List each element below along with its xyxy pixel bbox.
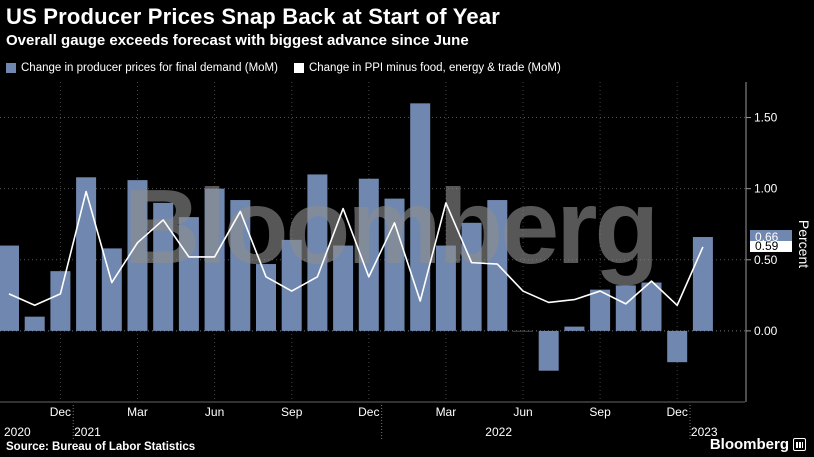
bar-2020-10 (0, 245, 19, 331)
legend-label-line: Change in PPI minus food, energy & trade… (308, 62, 561, 74)
x-tick-label-7: Sep (589, 405, 611, 419)
bar-2022-06 (513, 330, 533, 332)
bar-2021-01 (76, 177, 97, 331)
year-label-2021: 2021 (74, 425, 101, 439)
bar-2021-08 (256, 264, 276, 331)
bar-2021-11 (333, 245, 354, 331)
y-tick-label-0: 0.00 (754, 324, 778, 338)
y-tick-label-2: 1.00 (754, 182, 778, 196)
bloomberg-logo: Bloomberg (710, 436, 806, 453)
bar-2021-10 (307, 174, 328, 331)
year-label-2022: 2022 (485, 425, 512, 439)
x-tick-label-8: Dec (667, 405, 688, 419)
bar-2021-12 (358, 178, 379, 331)
terminal-icon (793, 438, 806, 451)
y-tick-label-1: 0.50 (754, 253, 778, 267)
legend-swatch-line (293, 63, 304, 73)
bar-2021-09 (281, 239, 302, 331)
x-tick-label-6: Jun (513, 405, 532, 419)
x-tick-label-2: Jun (205, 405, 224, 419)
bar-2021-02 (101, 248, 122, 331)
bar-2022-03 (435, 245, 456, 331)
bar-2023-01 (692, 237, 713, 331)
legend-item-line: Change in PPI minus food, energy & trade… (293, 62, 561, 74)
bar-2022-10 (615, 285, 636, 331)
legend: Change in producer prices for final dema… (6, 60, 561, 76)
line-series (8, 190, 704, 307)
bar-2020-12 (50, 271, 71, 331)
watermark: Bloomberg (124, 168, 656, 286)
x-tick-label-3: Sep (281, 405, 303, 419)
x-tick-label-1: Mar (127, 405, 148, 419)
bar-2021-04 (153, 202, 174, 331)
bar-2022-05 (487, 200, 508, 331)
bar-2022-09 (590, 289, 611, 331)
year-label-2023: 2023 (691, 425, 718, 439)
legend-swatch-bar (6, 63, 16, 73)
x-tick-label-4: Dec (358, 405, 379, 419)
bar-2022-07 (538, 330, 559, 371)
bar-2022-02 (410, 103, 431, 331)
last-value-box-bar (750, 230, 792, 245)
bar-2021-05 (178, 217, 199, 331)
x-tick-label-5: Mar (436, 405, 457, 419)
bar-2020-11 (24, 316, 45, 331)
bar-2022-11 (641, 282, 662, 331)
chart-subtitle: Overall gauge exceeds forecast with bigg… (6, 32, 469, 49)
y-tick-label-3: 1.50 (754, 111, 778, 125)
x-tick-label-0: Dec (50, 405, 71, 419)
legend-label-bar: Change in producer prices for final dema… (21, 62, 278, 74)
brand-label: Bloomberg (709, 436, 789, 453)
bar-2022-08 (564, 326, 585, 331)
last-value-box-line (750, 240, 792, 252)
legend-item-bar: Change in producer prices for final dema… (6, 62, 278, 74)
last-value-label-bar: 0.66 (755, 230, 779, 244)
bar-2022-12 (667, 330, 688, 363)
bar-2021-03 (127, 180, 148, 331)
last-value-label-line: 0.59 (755, 239, 779, 253)
bar-2021-06 (204, 188, 225, 331)
chart-title: US Producer Prices Snap Back at Start of… (6, 4, 501, 29)
y-axis-title: Percent (796, 220, 812, 268)
bar-2021-07 (230, 200, 251, 331)
year-label-2020: 2020 (4, 425, 31, 439)
source-note: Source: Bureau of Labor Statistics (6, 441, 196, 453)
